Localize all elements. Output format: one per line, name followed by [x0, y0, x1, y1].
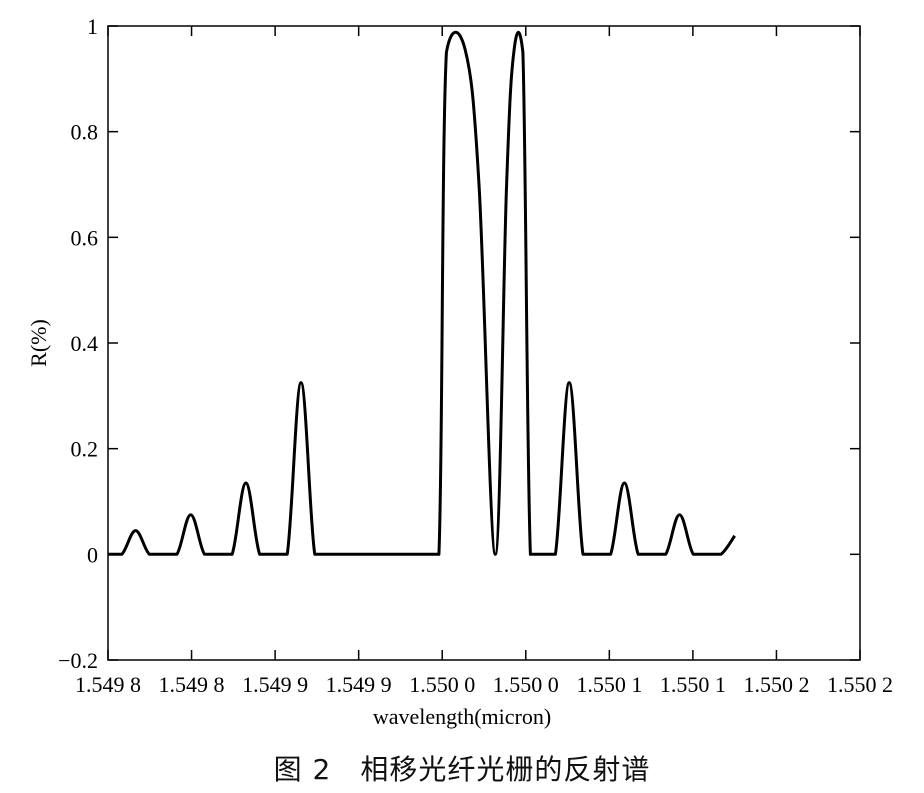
x-tick-label: 1.550 1 — [660, 672, 726, 697]
x-axis-ticks: 1.549 8 1.549 8 1.549 9 1.549 9 1.550 0 1.550… — [75, 26, 893, 697]
x-tick-label: 1.549 9 — [242, 672, 308, 697]
y-tick-label: −0.2 — [58, 648, 98, 673]
y-tick-label: 0.4 — [71, 331, 99, 356]
reflectance-curve — [107, 30, 736, 556]
x-tick-label: 1.549 8 — [75, 672, 141, 697]
x-tick-label: 1.550 2 — [743, 672, 809, 697]
y-tick-label: 0.6 — [71, 225, 99, 250]
x-tick-label: 1.550 1 — [576, 672, 642, 697]
x-tick-label: 1.550 2 — [827, 672, 893, 697]
x-tick-label: 1.549 8 — [159, 672, 225, 697]
reflection-spectrum-chart: 1.549 8 1.549 8 1.549 9 1.549 9 1.550 0 1.550… — [26, 14, 893, 729]
x-tick-label: 1.549 9 — [326, 672, 392, 697]
y-axis-title: R(%) — [26, 319, 51, 367]
y-tick-label: 0.2 — [71, 437, 99, 462]
x-tick-label: 1.550 0 — [409, 672, 475, 697]
x-tick-label: 1.550 0 — [493, 672, 559, 697]
x-axis-title: wavelength(micron) — [373, 704, 551, 729]
y-axis-ticks: −0.2 0 0.2 0.4 0.6 0.8 1 — [58, 14, 860, 673]
y-tick-label: 0 — [87, 542, 98, 567]
y-tick-label: 1 — [87, 14, 98, 39]
y-tick-label: 0.8 — [71, 120, 99, 145]
figure-caption: 图 2 相移光纤光栅的反射谱 — [273, 753, 651, 786]
